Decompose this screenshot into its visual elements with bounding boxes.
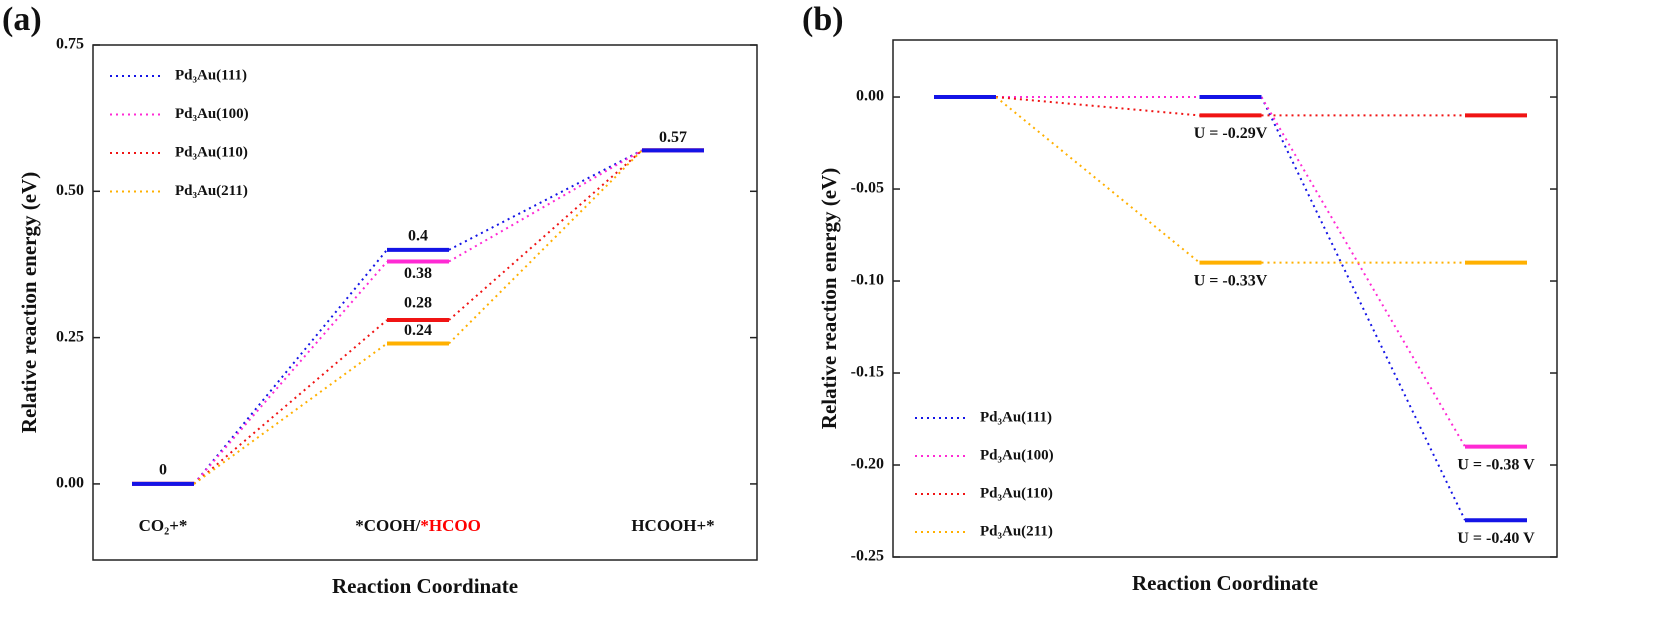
legend-label: Pd₃Au(110) [175, 144, 248, 160]
legend-label: Pd₃Au(100) [175, 106, 249, 122]
plot-frame [892, 39, 1558, 558]
connector [193, 249, 388, 485]
connector [995, 96, 1200, 117]
annotation: U = -0.29V [1194, 125, 1268, 142]
value-label: 0.4 [408, 228, 428, 245]
y-axis-label: Relative reaction energy (eV) [817, 168, 841, 429]
connector [1260, 96, 1466, 521]
legend-label: Pd₃Au(111) [980, 409, 1052, 425]
legend-label: Pd₃Au(211) [980, 523, 1053, 539]
annotation: U = -0.40 V [1457, 530, 1535, 547]
x-category-label: CO₂+* [139, 516, 188, 535]
connector [995, 96, 1201, 264]
x-axis-label: Reaction Coordinate [332, 574, 518, 598]
legend-label: Pd₃Au(211) [175, 183, 248, 199]
plot-frame [92, 44, 758, 561]
legend-label: Pd₃Au(100) [980, 447, 1054, 463]
connector [448, 149, 643, 345]
value-label: 0.38 [404, 265, 432, 282]
category-part-highlight: *HCOO [420, 516, 480, 535]
y-tick-label: -0.15 [851, 364, 884, 381]
panel-label: (b) [802, 1, 844, 38]
value-label: 0 [159, 462, 167, 479]
y-tick-label: -0.05 [851, 180, 884, 197]
y-tick-label: 0.50 [56, 182, 84, 199]
x-category-label: *COOH/*HCOO [355, 516, 481, 535]
y-tick-label: 0.25 [56, 328, 84, 345]
value-label: 0.57 [659, 129, 687, 146]
y-tick-label: 0.00 [856, 88, 884, 105]
x-category-label: HCOOH+* [631, 516, 714, 535]
value-label: 0.28 [404, 295, 432, 312]
y-tick-label: -0.25 [851, 548, 884, 565]
connector [193, 342, 388, 485]
category-part: *COOH/ [355, 516, 420, 535]
y-tick-label: 0.00 [56, 475, 84, 492]
connector [448, 149, 643, 251]
x-axis-label: Reaction Coordinate [1132, 571, 1318, 595]
y-axis-label: Relative reaction energy (eV) [17, 172, 41, 433]
panel-label: (a) [2, 1, 42, 38]
legend-label: Pd₃Au(110) [980, 485, 1053, 501]
connector [1260, 96, 1466, 448]
connector [193, 319, 388, 485]
annotation: U = -0.38 V [1457, 456, 1535, 473]
y-tick-label: -0.20 [851, 456, 884, 473]
connector [448, 149, 643, 321]
connector [448, 149, 643, 263]
annotation: U = -0.33V [1194, 272, 1268, 289]
y-tick-label: -0.10 [851, 272, 884, 289]
value-label: 0.24 [404, 322, 432, 339]
y-tick-label: 0.75 [56, 36, 84, 53]
connector [193, 260, 388, 485]
legend-label: Pd₃Au(111) [175, 67, 247, 83]
